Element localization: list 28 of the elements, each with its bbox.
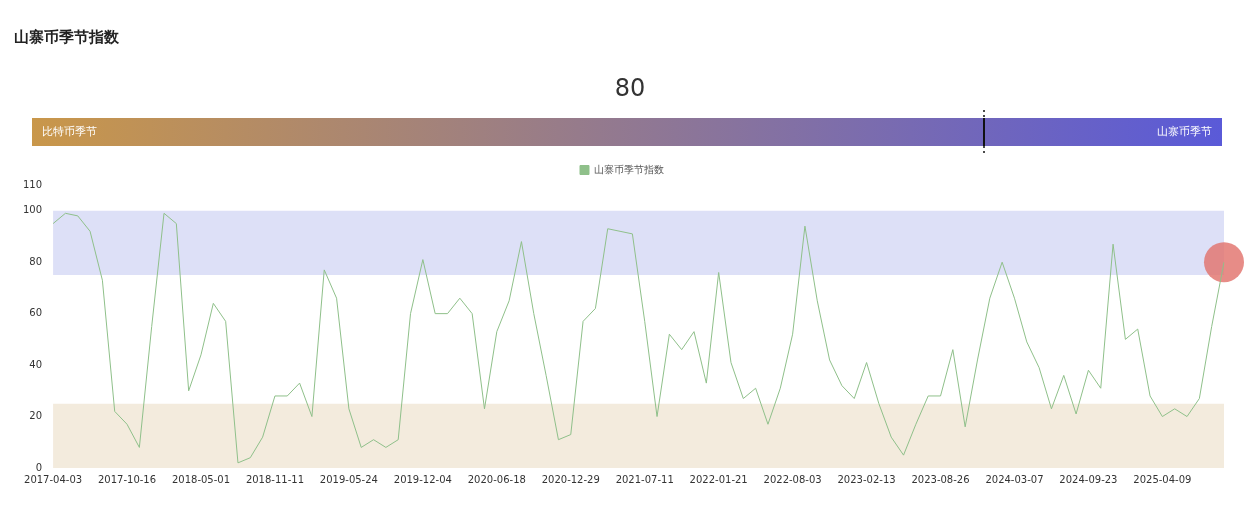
text: 山寨币季节 — [1157, 124, 1212, 139]
x-tick-label: 2020-06-18 — [467, 473, 526, 485]
x-tick-label: 2023-08-26 — [911, 473, 970, 485]
y-tick-label: 20 — [29, 410, 43, 422]
y-tick-label: 40 — [29, 358, 43, 370]
x-tick-label: 2022-01-21 — [689, 473, 748, 485]
text: 山寨币季节指数 — [14, 28, 119, 47]
x-tick-label: 2018-11-11 — [245, 473, 305, 485]
y-tick-label: 80 — [29, 255, 43, 267]
x-tick-label: 2025-04-09 — [1133, 473, 1192, 485]
x-tick-label: 2017-10-16 — [97, 473, 157, 485]
x-tick-label: 2019-12-04 — [393, 473, 452, 485]
data-label: 80 — [613, 74, 647, 102]
y-tick-label: 60 — [29, 307, 43, 319]
x-tick-label: 2024-09-23 — [1059, 473, 1118, 485]
x-tick-label: 2023-02-13 — [837, 473, 896, 485]
x-tick-label: 2019-05-24 — [319, 473, 378, 485]
y-tick-label: 100 — [22, 204, 43, 216]
x-tick-label: 2022-08-03 — [763, 473, 822, 485]
x-tick-label: 2018-05-01 — [171, 473, 231, 485]
x-tick-label: 2024-03-07 — [985, 473, 1044, 485]
y-tick-label: 0 — [35, 461, 43, 473]
x-tick-label: 2017-04-03 — [24, 473, 83, 485]
legend-label: 山寨币季节指数 — [594, 163, 664, 175]
text: 比特币季节 — [42, 124, 97, 139]
x-tick-label: 2021-07-11 — [615, 473, 674, 485]
x-tick-label: 2020-12-29 — [541, 473, 600, 485]
y-tick-label: 110 — [22, 178, 43, 190]
